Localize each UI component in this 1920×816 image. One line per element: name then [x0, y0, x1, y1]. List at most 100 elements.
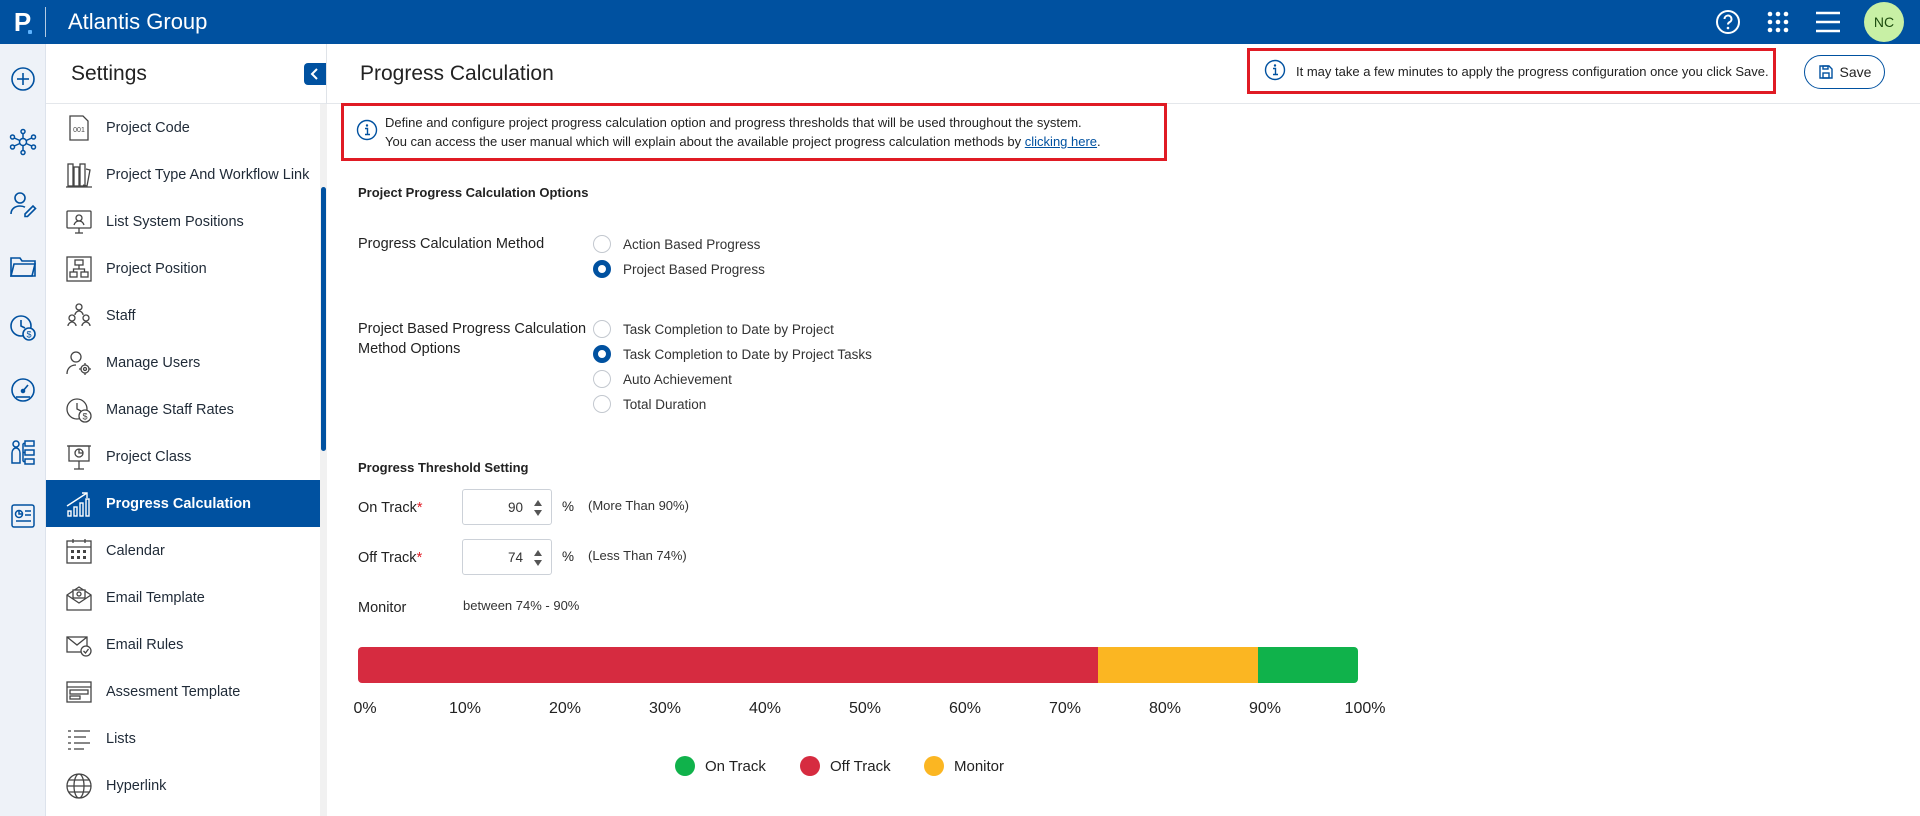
- sidebar-item-label: Project Position: [106, 260, 207, 277]
- page-title: Progress Calculation: [360, 62, 554, 85]
- books-icon: [64, 160, 94, 190]
- number-spinner-icon[interactable]: [533, 498, 543, 518]
- radio-button[interactable]: [593, 370, 611, 388]
- radio-action-based-progress[interactable]: Action Based Progress: [593, 235, 760, 253]
- sidebar-scroll-thumb[interactable]: [321, 187, 326, 451]
- logo-divider: [45, 7, 46, 37]
- radio-label: Action Based Progress: [623, 236, 761, 252]
- radio-button[interactable]: [593, 235, 611, 253]
- form-template-icon: [64, 677, 94, 707]
- info-line-2: You can access the user manual which wil…: [385, 132, 1101, 151]
- hamburger-icon[interactable]: [1814, 8, 1842, 36]
- save-button[interactable]: Save: [1804, 55, 1885, 89]
- bar-segment-on-track: [1258, 647, 1358, 683]
- progress-chart-icon: [64, 489, 94, 519]
- radio-auto-achievement[interactable]: Auto Achievement: [593, 370, 732, 388]
- on-track-percent-sign: %: [562, 499, 575, 514]
- help-circle-icon[interactable]: [1714, 8, 1742, 36]
- on-track-input[interactable]: 90: [462, 489, 552, 525]
- sidebar-item-project-type-workflow[interactable]: Project Type And Workflow Link: [46, 151, 320, 198]
- off-track-hint: (Less Than 74%): [588, 548, 687, 563]
- user-manual-link[interactable]: clicking here: [1024, 134, 1098, 149]
- page-header: Progress Calculation It may take a few m…: [327, 44, 1920, 104]
- sidebar-item-label: Email Template: [106, 589, 205, 606]
- presentation-icon: [64, 442, 94, 472]
- save-button-label: Save: [1839, 64, 1872, 80]
- sidebar-item-staff[interactable]: Staff: [46, 292, 320, 339]
- legend-item-on-track: On Track: [675, 756, 766, 776]
- sidebar-header: Settings: [46, 44, 326, 104]
- svg-text:001: 001: [73, 127, 85, 134]
- legend-label: Off Track: [830, 757, 891, 775]
- off-track-value: 74: [507, 549, 523, 565]
- calculation-method-label: Progress Calculation Method: [358, 236, 545, 252]
- off-track-percent-sign: %: [562, 549, 575, 564]
- sidebar-item-project-code[interactable]: 001 Project Code: [46, 104, 320, 151]
- radio-label: Task Completion to Date by Project: [623, 321, 834, 337]
- sidebar-item-label: Project Code: [106, 119, 190, 136]
- folder-icon[interactable]: [9, 252, 37, 280]
- off-track-input[interactable]: 74: [462, 539, 552, 575]
- grid-icon[interactable]: [1764, 8, 1792, 36]
- sidebar-item-label: Lists: [106, 730, 136, 747]
- number-spinner-icon[interactable]: [533, 548, 543, 568]
- radio-label: Auto Achievement: [623, 371, 732, 387]
- sidebar-item-manage-users[interactable]: Manage Users: [46, 339, 320, 386]
- time-money-icon[interactable]: $: [9, 314, 37, 342]
- off-track-label: Off Track*: [358, 548, 422, 568]
- svg-text:$: $: [26, 330, 31, 340]
- sidebar-item-label: Calendar: [106, 542, 165, 559]
- sidebar-item-project-position[interactable]: Project Position: [46, 245, 320, 292]
- top-bar: P Atlantis Group NC: [0, 0, 1920, 44]
- chevron-left-icon: [310, 68, 318, 80]
- radio-total-duration[interactable]: Total Duration: [593, 395, 706, 413]
- radio-button[interactable]: [593, 320, 611, 338]
- sidebar-item-progress-calculation[interactable]: Progress Calculation: [46, 480, 320, 527]
- required-mark: *: [416, 500, 423, 516]
- scale-tick-label: 10%: [448, 700, 482, 717]
- required-mark: *: [416, 550, 423, 566]
- radio-project-based-progress[interactable]: Project Based Progress: [593, 260, 765, 278]
- radio-button[interactable]: [593, 345, 611, 363]
- sidebar-item-email-rules[interactable]: Email Rules: [46, 621, 320, 668]
- radio-button[interactable]: [593, 260, 611, 278]
- report-icon[interactable]: [9, 502, 37, 530]
- project-method-label-line-1: Project Based Progress Calculation: [358, 321, 587, 337]
- info-line-2-text: You can access the user manual which wil…: [385, 134, 1025, 149]
- sidebar-title: Settings: [71, 61, 147, 85]
- radio-task-completion-by-project[interactable]: Task Completion to Date by Project: [593, 320, 834, 338]
- user-edit-icon[interactable]: [9, 190, 37, 218]
- collapse-sidebar-button[interactable]: [304, 63, 326, 85]
- email-rules-icon: [64, 630, 94, 660]
- radio-button[interactable]: [593, 395, 611, 413]
- sidebar-item-label: Progress Calculation: [106, 495, 252, 512]
- sidebar-item-assesment-template[interactable]: Assesment Template: [46, 668, 320, 715]
- app-logo[interactable]: P: [0, 0, 45, 44]
- options-section-title: Project Progress Calculation Options: [358, 185, 589, 200]
- radio-label: Project Based Progress: [623, 261, 765, 277]
- sidebar-item-lists[interactable]: Lists: [46, 715, 320, 762]
- org-chart-icon[interactable]: [9, 438, 37, 466]
- radio-task-completion-by-project-tasks[interactable]: Task Completion to Date by Project Tasks: [593, 345, 872, 363]
- scale-tick-label: 80%: [1148, 700, 1182, 717]
- sidebar-item-project-class[interactable]: Project Class: [46, 433, 320, 480]
- monitor-user-icon: [64, 207, 94, 237]
- sidebar-item-email-template[interactable]: Email Template: [46, 574, 320, 621]
- scale-tick-label: 20%: [548, 700, 582, 717]
- network-icon[interactable]: [9, 128, 37, 156]
- sidebar-item-manage-staff-rates[interactable]: $ Manage Staff Rates: [46, 386, 320, 433]
- user-avatar[interactable]: NC: [1864, 2, 1904, 42]
- sidebar-item-hyperlink[interactable]: Hyperlink: [46, 762, 320, 809]
- dashboard-gauge-icon[interactable]: [9, 376, 37, 404]
- sidebar-item-calendar[interactable]: Calendar: [46, 527, 320, 574]
- sidebar-item-label: Staff: [106, 307, 136, 324]
- hierarchy-icon: [64, 254, 94, 284]
- info-text: Define and configure project progress ca…: [385, 113, 1101, 151]
- monitor-range-text: between 74% - 90%: [463, 598, 580, 613]
- legend-item-monitor: Monitor: [924, 756, 1004, 776]
- sidebar-item-list-system-positions[interactable]: List System Positions: [46, 198, 320, 245]
- sidebar-scrollbar[interactable]: [320, 104, 327, 816]
- plus-circle-icon[interactable]: [9, 65, 37, 93]
- on-track-label-text: On Track: [358, 500, 417, 516]
- sidebar-item-label: Project Type And Workflow Link: [106, 166, 310, 183]
